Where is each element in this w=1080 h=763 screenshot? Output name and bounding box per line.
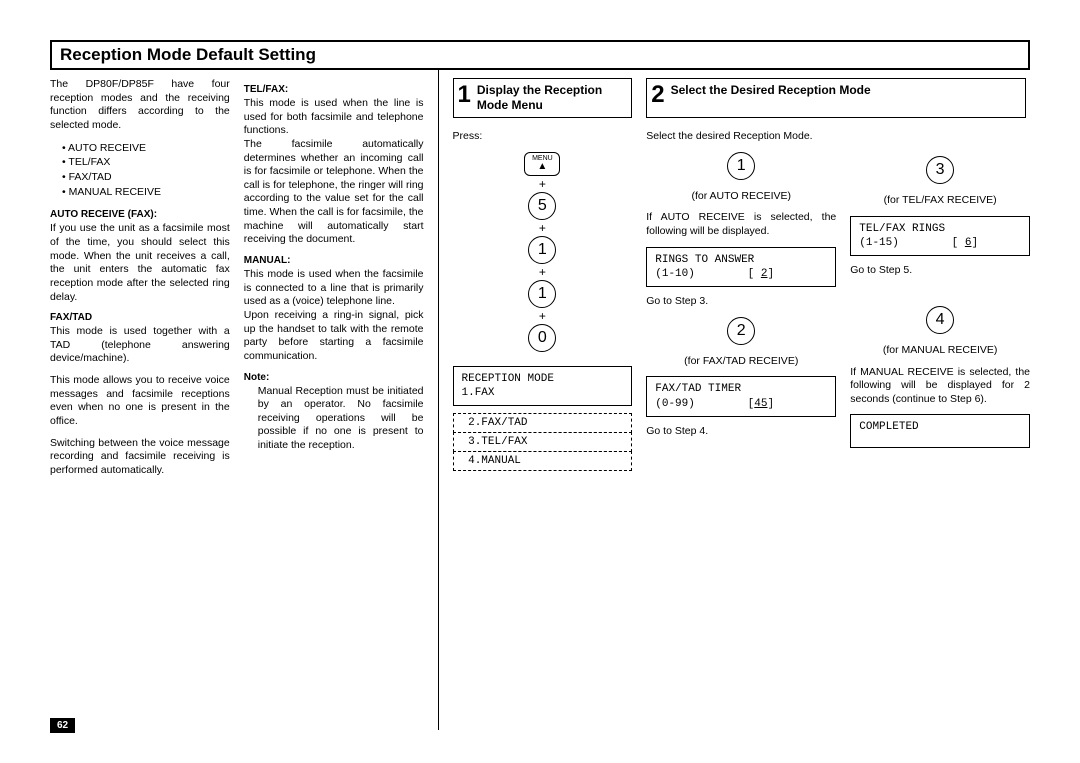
section-title: Reception Mode Default Setting <box>50 40 1030 70</box>
step1-number: 1 <box>458 83 471 107</box>
option-3-goto: Go to Step 5. <box>850 264 1030 278</box>
keypad-0: 0 <box>528 324 556 352</box>
step2-title: Select the Desired Reception Mode <box>671 83 871 98</box>
option-4-key: 4 <box>926 306 954 334</box>
mode-list: • AUTO RECEIVE • TEL/FAX • FAX/TAD • MAN… <box>62 141 230 200</box>
lcd-option-4: 4.MANUAL <box>453 451 633 471</box>
column-1: The DP80F/DP85F have four reception mode… <box>50 78 230 730</box>
option-2-goto: Go to Step 4. <box>646 425 836 439</box>
telfax-text: This mode is used when the line is used … <box>244 97 424 247</box>
note-text: Manual Reception must be initiated by an… <box>244 385 424 453</box>
faxtad-heading: FAX/TAD <box>50 312 230 323</box>
column-2: TEL/FAX: This mode is used when the line… <box>244 78 424 730</box>
faxtad-text-1: This mode is used together with a TAD (t… <box>50 325 230 366</box>
lcd-telfax-rings: TEL/FAX RINGS (1-15) [ 6] <box>850 216 1030 257</box>
step1-header: 1 Display the Reception Mode Menu <box>453 78 633 118</box>
column-step2-left: 2 Select the Desired Reception Mode Sele… <box>646 78 836 730</box>
key-sequence: MENU▲ + 5 + 1 + 1 + 0 <box>512 152 572 352</box>
faxtad-text-2: This mode allows you to receive voice me… <box>50 374 230 429</box>
lcd-rings-to-answer: RINGS TO ANSWER (1-10) [ 2] <box>646 247 836 288</box>
option-1-text: If AUTO RECEIVE is selected, the followi… <box>646 211 836 238</box>
page-number: 62 <box>50 718 75 733</box>
option-2-key: 2 <box>727 317 755 345</box>
plus-icon: + <box>539 266 546 278</box>
plus-icon: + <box>539 178 546 190</box>
lcd-completed: COMPLETED <box>850 414 1030 448</box>
telfax-heading: TEL/FAX: <box>244 84 424 95</box>
bullet-item: • TEL/FAX <box>62 155 230 170</box>
auto-receive-heading: AUTO RECEIVE (FAX): <box>50 209 230 220</box>
lcd-display-stack: RECEPTION MODE 1.FAX 2.FAX/TAD 3.TEL/FAX… <box>453 366 633 472</box>
keypad-1: 1 <box>528 236 556 264</box>
manual-heading: MANUAL: <box>244 255 424 266</box>
lcd-option-2: 2.FAX/TAD <box>453 413 633 433</box>
press-label: Press: <box>453 130 633 144</box>
option-1-label: (for AUTO RECEIVE) <box>646 190 836 204</box>
step1-title: Display the Reception Mode Menu <box>477 83 625 113</box>
auto-receive-text: If you use the unit as a facsimile most … <box>50 222 230 304</box>
keypad-5: 5 <box>528 192 556 220</box>
bullet-item: • AUTO RECEIVE <box>62 141 230 156</box>
bullet-item: • FAX/TAD <box>62 170 230 185</box>
option-1-goto: Go to Step 3. <box>646 295 836 309</box>
option-4-text: If MANUAL RECEIVE is selected, the follo… <box>850 366 1030 407</box>
column-step2-right: 3 (for TEL/FAX RECEIVE) TEL/FAX RINGS (1… <box>850 78 1030 730</box>
manual-text: This mode is used when the facsimile is … <box>244 268 424 363</box>
option-3-label: (for TEL/FAX RECEIVE) <box>850 194 1030 208</box>
plus-icon: + <box>539 222 546 234</box>
option-2-label: (for FAX/TAD RECEIVE) <box>646 355 836 369</box>
option-3-key: 3 <box>926 156 954 184</box>
keypad-1: 1 <box>528 280 556 308</box>
plus-icon: + <box>539 310 546 322</box>
intro-text: The DP80F/DP85F have four reception mode… <box>50 78 230 133</box>
column-step1: 1 Display the Reception Mode Menu Press:… <box>453 78 633 730</box>
faxtad-text-3: Switching between the voice message reco… <box>50 437 230 478</box>
option-1-key: 1 <box>727 152 755 180</box>
lcd-faxtad-timer: FAX/TAD TIMER (0-99) [45] <box>646 376 836 417</box>
option-4-label: (for MANUAL RECEIVE) <box>850 344 1030 358</box>
note-heading: Note: <box>244 372 424 383</box>
menu-key: MENU▲ <box>524 152 560 176</box>
lcd-option-3: 3.TEL/FAX <box>453 432 633 452</box>
step2-number: 2 <box>651 83 664 107</box>
vertical-divider <box>438 70 439 730</box>
bullet-item: • MANUAL RECEIVE <box>62 185 230 200</box>
up-arrow-icon: ▲ <box>531 162 553 172</box>
content-columns: The DP80F/DP85F have four reception mode… <box>50 78 1030 730</box>
lcd-reception-mode: RECEPTION MODE 1.FAX <box>453 366 633 407</box>
step2-intro: Select the desired Reception Mode. <box>646 130 836 144</box>
